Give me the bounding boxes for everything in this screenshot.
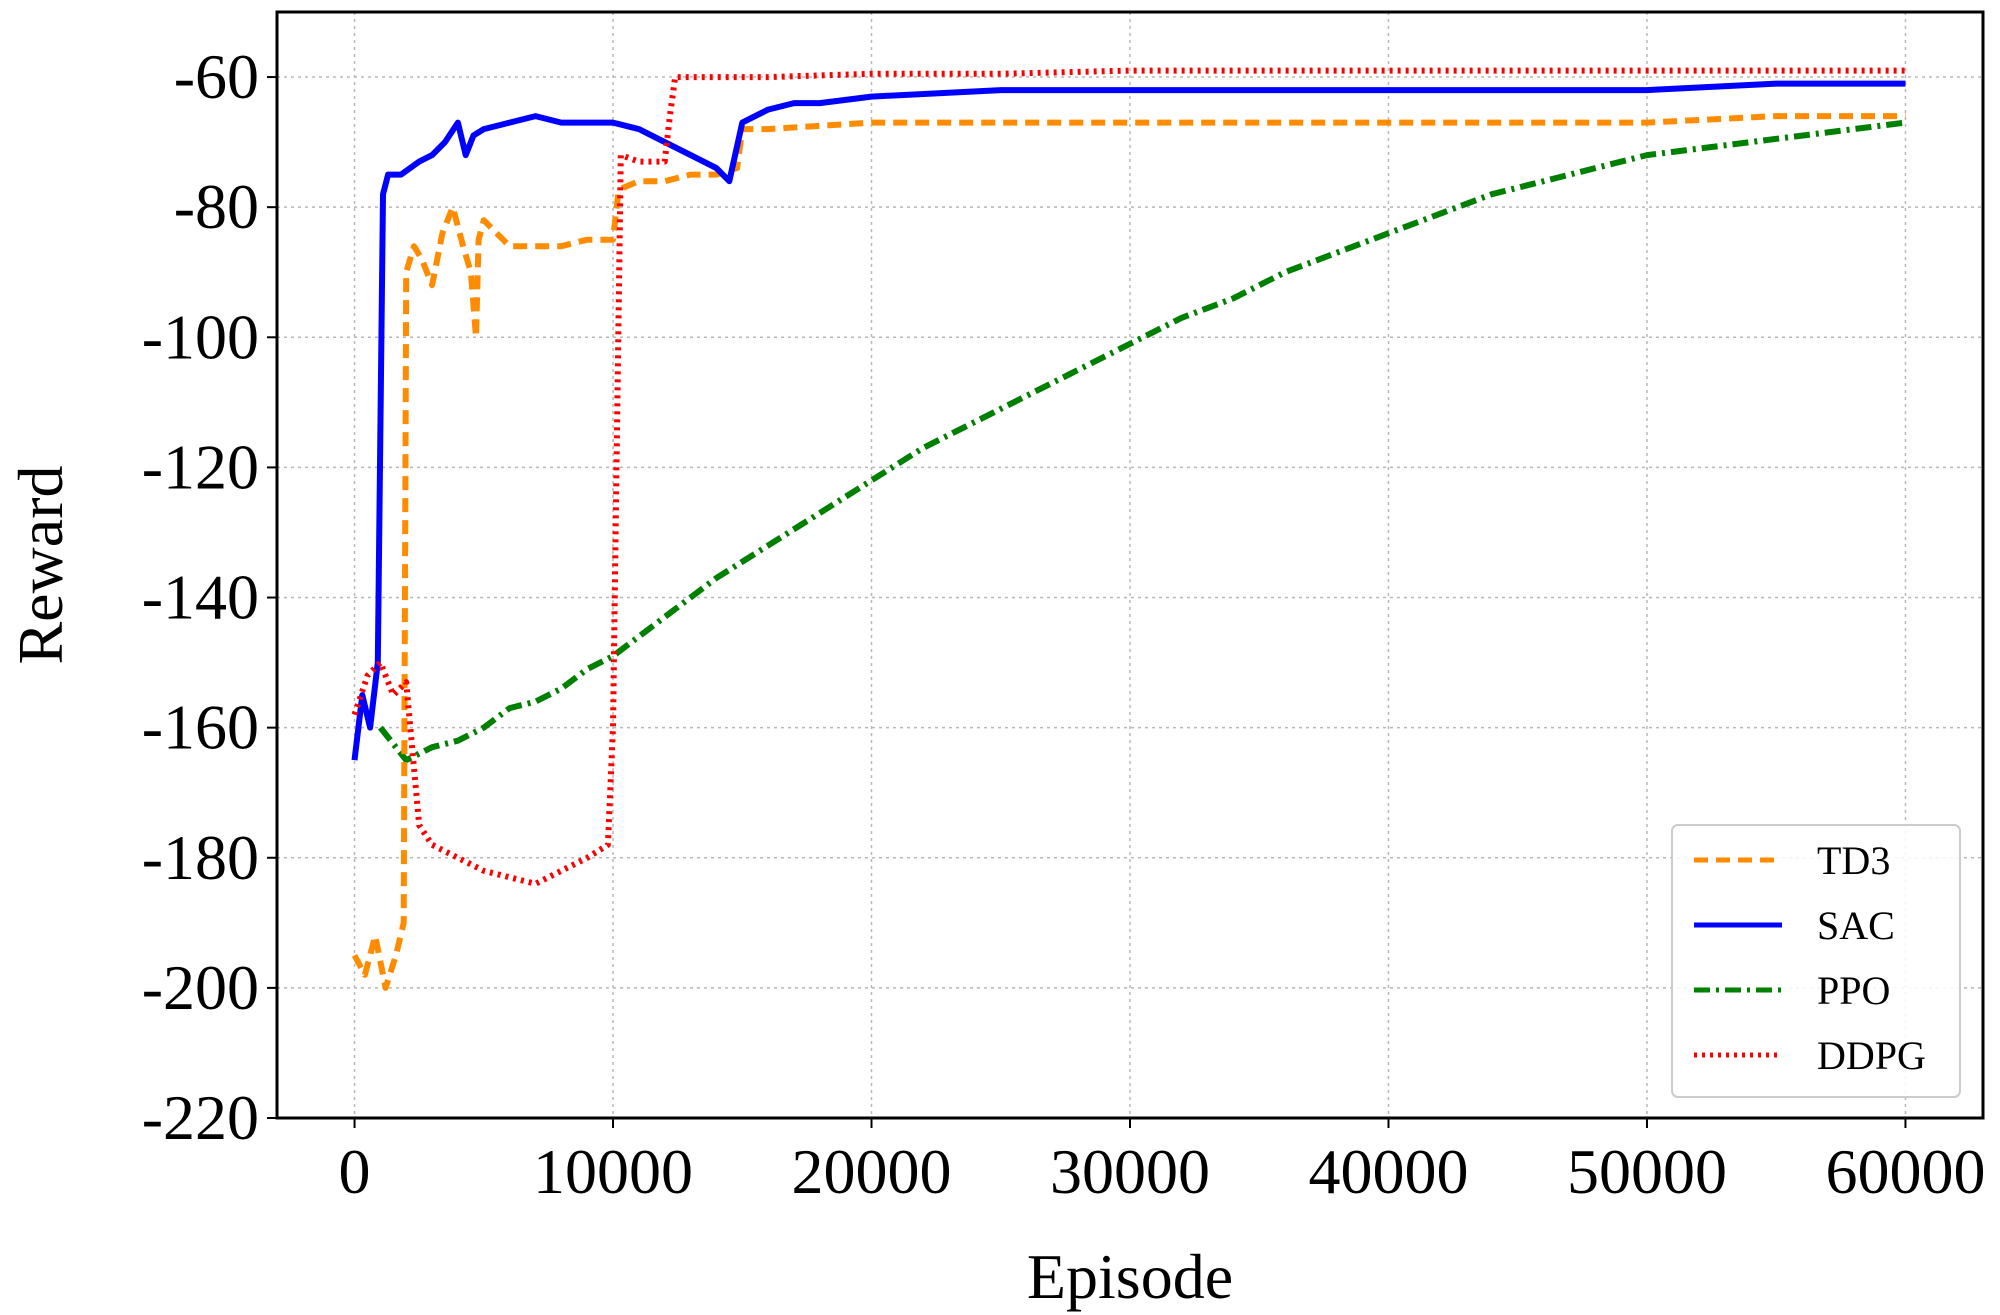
x-tick-label: 30000: [1050, 1136, 1210, 1207]
y-tick-label: -220: [142, 1082, 259, 1153]
series-line-ppo: [378, 119, 1906, 764]
series-line-td3: [351, 113, 1906, 991]
x-axis-ticks: 0 10000 20000 30000 40000 50000 60000: [339, 1118, 1985, 1207]
legend-label-ddpg: DDPG: [1817, 1033, 1926, 1078]
x-axis-label: Episode: [1027, 1241, 1233, 1312]
y-tick-label: -100: [142, 301, 259, 372]
x-tick-label: 60000: [1825, 1136, 1985, 1207]
y-tick-label: -180: [142, 822, 259, 893]
y-tick-label: -200: [142, 952, 259, 1023]
x-tick-label: 50000: [1567, 1136, 1727, 1207]
series-lines: [351, 67, 1906, 991]
legend-label-sac: SAC: [1817, 903, 1895, 948]
legend: TD3 SAC PPO DDPG: [1671, 824, 1961, 1098]
y-tick-label: -140: [142, 562, 259, 633]
y-tick-label: -160: [142, 692, 259, 763]
x-tick-label: 10000: [533, 1136, 693, 1207]
series-line-sac: [351, 80, 1906, 761]
legend-label-td3: TD3: [1817, 838, 1890, 883]
legend-box: [1671, 824, 1961, 1098]
y-tick-label: -60: [174, 41, 259, 112]
y-axis-label: Reward: [5, 465, 76, 664]
y-tick-label: -80: [174, 171, 259, 242]
x-tick-label: 40000: [1308, 1136, 1468, 1207]
legend-label-ppo: PPO: [1817, 968, 1890, 1013]
x-tick-label: 20000: [792, 1136, 952, 1207]
y-axis-ticks: -220 -200 -180 -160 -140 -120 -100 -80 -60: [142, 41, 277, 1153]
y-tick-label: -120: [142, 431, 259, 502]
x-tick-label: 0: [339, 1136, 371, 1207]
series-line-ddpg: [351, 67, 1906, 887]
